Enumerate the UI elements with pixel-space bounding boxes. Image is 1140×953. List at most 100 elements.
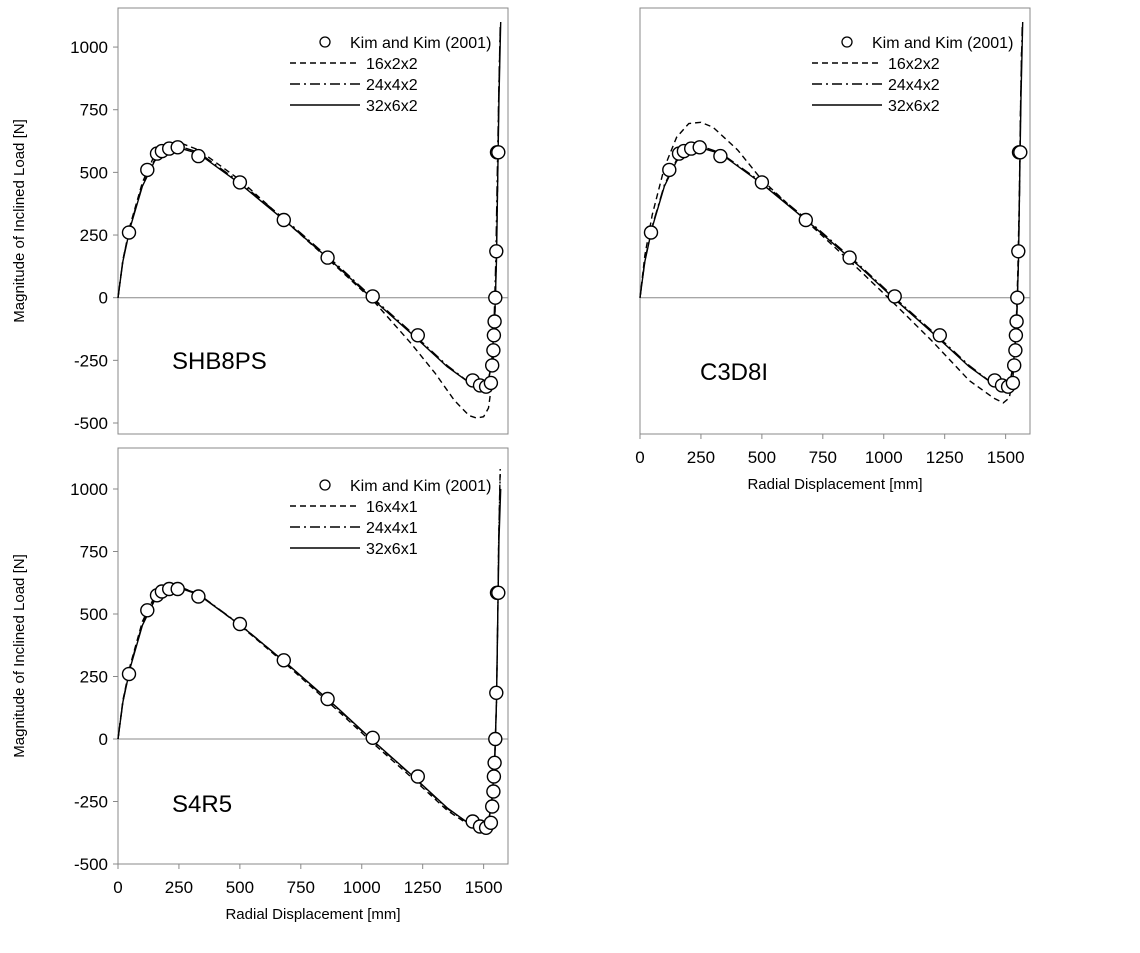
reference-point bbox=[485, 358, 500, 373]
legend-label-32x6x2: 32x6x2 bbox=[888, 98, 940, 115]
reference-point bbox=[170, 581, 185, 597]
x-tick-label: 0 bbox=[635, 448, 644, 467]
reference-point bbox=[232, 616, 248, 632]
x-tick-label: 250 bbox=[687, 448, 715, 467]
reference-point bbox=[140, 162, 155, 178]
panel-s4r5: -500 -250 0 250 500 750 1000 0 250 500 750 1000 1250… bbox=[11, 447, 509, 923]
y-tick-label: 1000 bbox=[70, 38, 108, 57]
series-line-32x6x1 bbox=[117, 488, 502, 830]
x-tick-label: 750 bbox=[809, 448, 837, 467]
reference-point bbox=[483, 815, 499, 830]
reference-point bbox=[1005, 375, 1021, 391]
series-line-32x6x2 bbox=[639, 21, 1024, 389]
y-tick-label: -250 bbox=[74, 793, 108, 812]
y-tick-label: 0 bbox=[99, 289, 108, 308]
y-tick-label: 500 bbox=[80, 605, 108, 624]
y-axis-title: Magnitude of Inclined Load [N] bbox=[11, 119, 28, 322]
reference-point bbox=[320, 250, 335, 265]
y-tick-label: 250 bbox=[80, 226, 108, 245]
reference-point bbox=[486, 343, 501, 358]
panel-c3d8i: 0 250 500 750 1000 1250 1500 Radial Displacemen… bbox=[635, 7, 1031, 493]
x-axis-title: Radial Displacement [mm] bbox=[747, 476, 922, 493]
legend-label-16x2x2: 16x2x2 bbox=[888, 56, 940, 73]
reference-point bbox=[365, 289, 380, 304]
reference-point bbox=[191, 148, 206, 164]
legend-label-reference: Kim and Kim (2001) bbox=[350, 35, 491, 52]
reference-point bbox=[488, 731, 503, 747]
reference-point bbox=[713, 148, 728, 164]
y-tick-label: 1000 bbox=[70, 480, 108, 499]
reference-point bbox=[1007, 358, 1022, 373]
reference-point bbox=[488, 290, 503, 305]
reference-point bbox=[1013, 145, 1028, 160]
legend-marker-reference bbox=[319, 36, 331, 48]
reference-point bbox=[320, 691, 335, 707]
reference-point bbox=[489, 244, 504, 259]
x-tick-label: 1000 bbox=[865, 448, 903, 467]
series-line-24x4x1 bbox=[117, 473, 501, 831]
panel-label: C3D8I bbox=[700, 359, 768, 386]
reference-point bbox=[798, 212, 813, 228]
legend: Kim and Kim (2001) 16x2x2 24x4x2 32x6x2 bbox=[290, 35, 491, 115]
reference-point bbox=[754, 175, 770, 190]
reference-point bbox=[662, 162, 677, 178]
reference-point bbox=[276, 653, 291, 668]
reference-point bbox=[191, 589, 206, 604]
series-line-32x6x2 bbox=[117, 21, 502, 389]
reference-point bbox=[887, 289, 902, 304]
reference-point bbox=[487, 755, 502, 770]
series-line-24x4x2 bbox=[639, 26, 1023, 391]
reference-point bbox=[1011, 244, 1026, 259]
reference-point bbox=[486, 784, 501, 799]
legend-label-32x6x2: 32x6x2 bbox=[366, 98, 418, 115]
x-tick-label: 750 bbox=[287, 878, 315, 897]
reference-point bbox=[1008, 343, 1023, 358]
x-tick-label: 0 bbox=[113, 878, 122, 897]
reference-point bbox=[1010, 290, 1025, 305]
reference-point bbox=[276, 212, 291, 228]
reference-point bbox=[486, 769, 502, 784]
legend-label-24x4x1: 24x4x1 bbox=[366, 520, 418, 537]
reference-point bbox=[692, 140, 707, 155]
x-tick-label: 500 bbox=[748, 448, 776, 467]
plot-frame bbox=[639, 7, 1031, 435]
legend-label-16x2x2: 16x2x2 bbox=[366, 56, 418, 73]
y-tick-label: -250 bbox=[74, 351, 108, 370]
reference-point bbox=[121, 666, 137, 682]
y-tick-label: 750 bbox=[80, 543, 108, 562]
x-tick-label: 1500 bbox=[987, 448, 1025, 467]
x-tick-label: 500 bbox=[226, 878, 254, 897]
y-tick-label: -500 bbox=[74, 414, 108, 433]
y-tick-label: 250 bbox=[80, 668, 108, 687]
legend-label-24x4x2: 24x4x2 bbox=[366, 77, 418, 94]
panel-shb8ps: -500 -250 0 250 500 750 1000 Magnitude of Incli… bbox=[11, 7, 509, 435]
legend-label-16x4x1: 16x4x1 bbox=[366, 499, 418, 516]
reference-point bbox=[643, 225, 659, 240]
legend-label-reference: Kim and Kim (2001) bbox=[350, 478, 491, 495]
reference-point bbox=[1009, 314, 1024, 329]
reference-point bbox=[487, 314, 502, 329]
reference-point bbox=[491, 145, 506, 160]
y-tick-label: -500 bbox=[74, 855, 108, 874]
legend-label-32x6x1: 32x6x1 bbox=[366, 541, 418, 558]
reference-point bbox=[365, 730, 380, 745]
legend-label-reference: Kim and Kim (2001) bbox=[872, 35, 1013, 52]
x-tick-label: 1250 bbox=[404, 878, 442, 897]
legend-marker-reference bbox=[319, 479, 331, 491]
reference-point bbox=[489, 685, 504, 700]
series-line-16x4x1 bbox=[117, 468, 501, 832]
legend: Kim and Kim (2001) 16x4x1 24x4x1 32x6x1 bbox=[290, 478, 491, 558]
reference-point bbox=[170, 140, 185, 155]
reference-point bbox=[486, 328, 502, 343]
reference-point bbox=[410, 328, 425, 343]
reference-point bbox=[121, 225, 137, 240]
y-tick-label: 0 bbox=[99, 730, 108, 749]
y-axis-title: Magnitude of Inclined Load [N] bbox=[11, 554, 28, 757]
plot-frame bbox=[117, 447, 509, 865]
x-tick-label: 1500 bbox=[465, 878, 503, 897]
legend-label-24x4x2: 24x4x2 bbox=[888, 77, 940, 94]
reference-point bbox=[485, 799, 500, 814]
series-line-24x4x2 bbox=[117, 26, 501, 391]
x-tick-label: 1250 bbox=[926, 448, 964, 467]
